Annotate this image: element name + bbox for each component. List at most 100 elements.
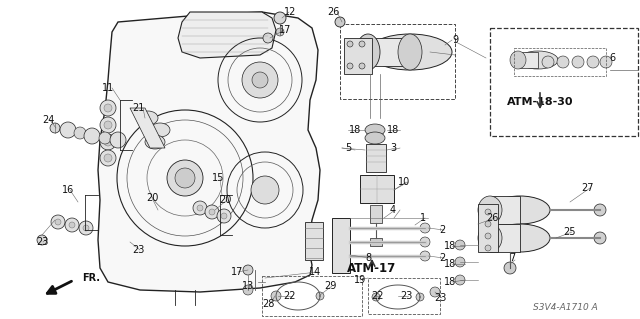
Text: 22: 22 — [372, 291, 384, 301]
Text: ATM-17: ATM-17 — [348, 262, 397, 275]
Ellipse shape — [365, 132, 385, 144]
Circle shape — [594, 204, 606, 216]
Text: 16: 16 — [62, 185, 74, 195]
Ellipse shape — [150, 123, 170, 137]
Ellipse shape — [398, 34, 422, 70]
Text: 23: 23 — [132, 245, 144, 255]
Circle shape — [55, 219, 61, 225]
Circle shape — [557, 56, 569, 68]
Circle shape — [372, 293, 380, 301]
Circle shape — [430, 287, 440, 297]
Circle shape — [37, 235, 47, 245]
Text: 23: 23 — [400, 291, 412, 301]
Circle shape — [455, 240, 465, 250]
Ellipse shape — [478, 196, 502, 224]
Circle shape — [60, 122, 76, 138]
Text: 5: 5 — [345, 143, 351, 153]
Circle shape — [455, 275, 465, 285]
Circle shape — [347, 41, 353, 47]
Circle shape — [420, 251, 430, 261]
Ellipse shape — [138, 111, 158, 125]
Circle shape — [504, 262, 516, 274]
Circle shape — [175, 168, 195, 188]
Ellipse shape — [510, 51, 526, 69]
Circle shape — [209, 209, 215, 215]
Circle shape — [587, 56, 599, 68]
Circle shape — [276, 28, 284, 36]
Circle shape — [263, 33, 273, 43]
Text: 13: 13 — [242, 281, 254, 291]
Circle shape — [69, 222, 75, 228]
Ellipse shape — [368, 34, 452, 70]
Bar — [368, 278, 440, 314]
Text: 18: 18 — [444, 277, 456, 287]
Bar — [366, 144, 386, 172]
Polygon shape — [98, 12, 320, 292]
Circle shape — [51, 215, 65, 229]
Text: 18: 18 — [444, 241, 456, 251]
Circle shape — [221, 213, 227, 219]
Text: 12: 12 — [284, 7, 296, 17]
Circle shape — [485, 245, 491, 251]
Circle shape — [100, 134, 116, 150]
Text: 17: 17 — [279, 25, 291, 35]
Circle shape — [197, 205, 203, 211]
Bar — [305, 222, 323, 260]
Circle shape — [83, 225, 89, 231]
Circle shape — [274, 12, 286, 24]
Text: 24: 24 — [42, 115, 54, 125]
Circle shape — [455, 257, 465, 267]
Text: 8: 8 — [365, 253, 371, 263]
Text: 4: 4 — [390, 205, 396, 215]
Ellipse shape — [518, 51, 558, 69]
Circle shape — [243, 265, 253, 275]
Polygon shape — [178, 12, 276, 58]
Bar — [514, 48, 606, 76]
Text: 25: 25 — [564, 227, 576, 237]
Circle shape — [50, 123, 60, 133]
Ellipse shape — [490, 196, 550, 224]
Circle shape — [167, 160, 203, 196]
Bar — [490, 28, 638, 136]
Circle shape — [99, 132, 111, 144]
Ellipse shape — [145, 135, 165, 149]
Circle shape — [65, 218, 79, 232]
Bar — [518, 52, 538, 68]
Text: 18: 18 — [349, 125, 361, 135]
Bar — [370, 205, 382, 223]
Ellipse shape — [490, 224, 550, 252]
Circle shape — [100, 150, 116, 166]
Bar — [262, 276, 362, 316]
Text: ATM-18-30: ATM-18-30 — [507, 97, 573, 107]
Circle shape — [420, 223, 430, 233]
Circle shape — [104, 154, 112, 162]
Text: 2: 2 — [439, 225, 445, 235]
Circle shape — [572, 56, 584, 68]
Circle shape — [416, 293, 424, 301]
Circle shape — [104, 104, 112, 112]
Bar — [490, 224, 520, 252]
Text: 17: 17 — [231, 267, 243, 277]
Polygon shape — [130, 108, 165, 148]
Circle shape — [243, 285, 253, 295]
Circle shape — [79, 221, 93, 235]
Circle shape — [420, 237, 430, 247]
Text: 26: 26 — [486, 213, 498, 223]
Text: 7: 7 — [509, 253, 515, 263]
Circle shape — [84, 128, 100, 144]
Circle shape — [193, 201, 207, 215]
Circle shape — [359, 41, 365, 47]
Text: 1: 1 — [420, 213, 426, 223]
Text: 10: 10 — [398, 177, 410, 187]
Ellipse shape — [478, 224, 502, 252]
Text: 28: 28 — [262, 299, 274, 309]
Text: 14: 14 — [309, 267, 321, 277]
Circle shape — [110, 132, 126, 148]
Circle shape — [205, 205, 219, 219]
Ellipse shape — [356, 34, 380, 70]
Bar — [332, 218, 350, 273]
Bar — [360, 175, 394, 203]
Bar — [370, 238, 382, 246]
Text: FR.: FR. — [82, 273, 100, 283]
Bar — [478, 204, 498, 252]
